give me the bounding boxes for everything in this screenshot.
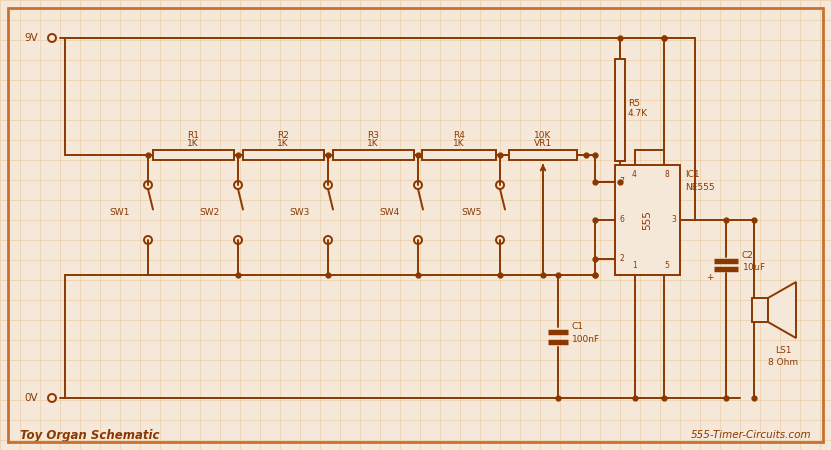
Text: 4: 4 [632, 170, 637, 179]
Text: R4: R4 [453, 131, 465, 140]
Bar [509, 150, 578, 160]
Text: SW4: SW4 [380, 208, 400, 217]
Text: +: + [706, 273, 714, 282]
Text: 8: 8 [665, 170, 670, 179]
Bar [332, 150, 414, 160]
Text: C1: C1 [572, 322, 584, 331]
Text: 10K: 10K [534, 131, 552, 140]
Text: VR1: VR1 [534, 139, 552, 148]
Text: 1K: 1K [453, 139, 465, 148]
Text: 6: 6 [619, 216, 624, 225]
Text: LS1: LS1 [774, 346, 791, 355]
Text: 5: 5 [665, 261, 670, 270]
Bar [615, 165, 680, 275]
Text: 100nF: 100nF [572, 335, 600, 344]
Text: C2: C2 [742, 251, 754, 260]
Bar [615, 58, 625, 161]
Text: 1K: 1K [367, 139, 379, 148]
Text: 1K: 1K [187, 139, 199, 148]
Polygon shape [768, 282, 796, 338]
Text: 8 Ohm: 8 Ohm [768, 358, 798, 367]
Bar [243, 150, 323, 160]
Text: 3: 3 [671, 216, 676, 225]
Text: 555-Timer-Circuits.com: 555-Timer-Circuits.com [691, 430, 811, 440]
Text: 1K: 1K [278, 139, 289, 148]
Bar [422, 150, 496, 160]
Text: SW2: SW2 [199, 208, 220, 217]
Text: IC1: IC1 [685, 170, 700, 179]
Text: 1: 1 [632, 261, 637, 270]
Text: 9V: 9V [24, 33, 38, 43]
Bar [153, 150, 234, 160]
Text: R1: R1 [187, 131, 199, 140]
Text: R3: R3 [367, 131, 379, 140]
Text: 4.7K: 4.7K [628, 109, 648, 118]
Text: SW5: SW5 [462, 208, 482, 217]
Text: 10$\mu$F: 10$\mu$F [742, 261, 766, 274]
Text: 0V: 0V [24, 393, 38, 403]
Text: R5: R5 [628, 99, 640, 108]
Text: 7: 7 [619, 177, 624, 186]
Text: SW3: SW3 [290, 208, 310, 217]
Text: 2: 2 [619, 254, 624, 263]
Text: 555: 555 [642, 210, 652, 230]
Text: SW1: SW1 [110, 208, 130, 217]
Text: R2: R2 [277, 131, 289, 140]
Text: Toy Organ Schematic: Toy Organ Schematic [20, 428, 160, 441]
Bar [752, 298, 768, 322]
Text: NE555: NE555 [685, 183, 715, 192]
